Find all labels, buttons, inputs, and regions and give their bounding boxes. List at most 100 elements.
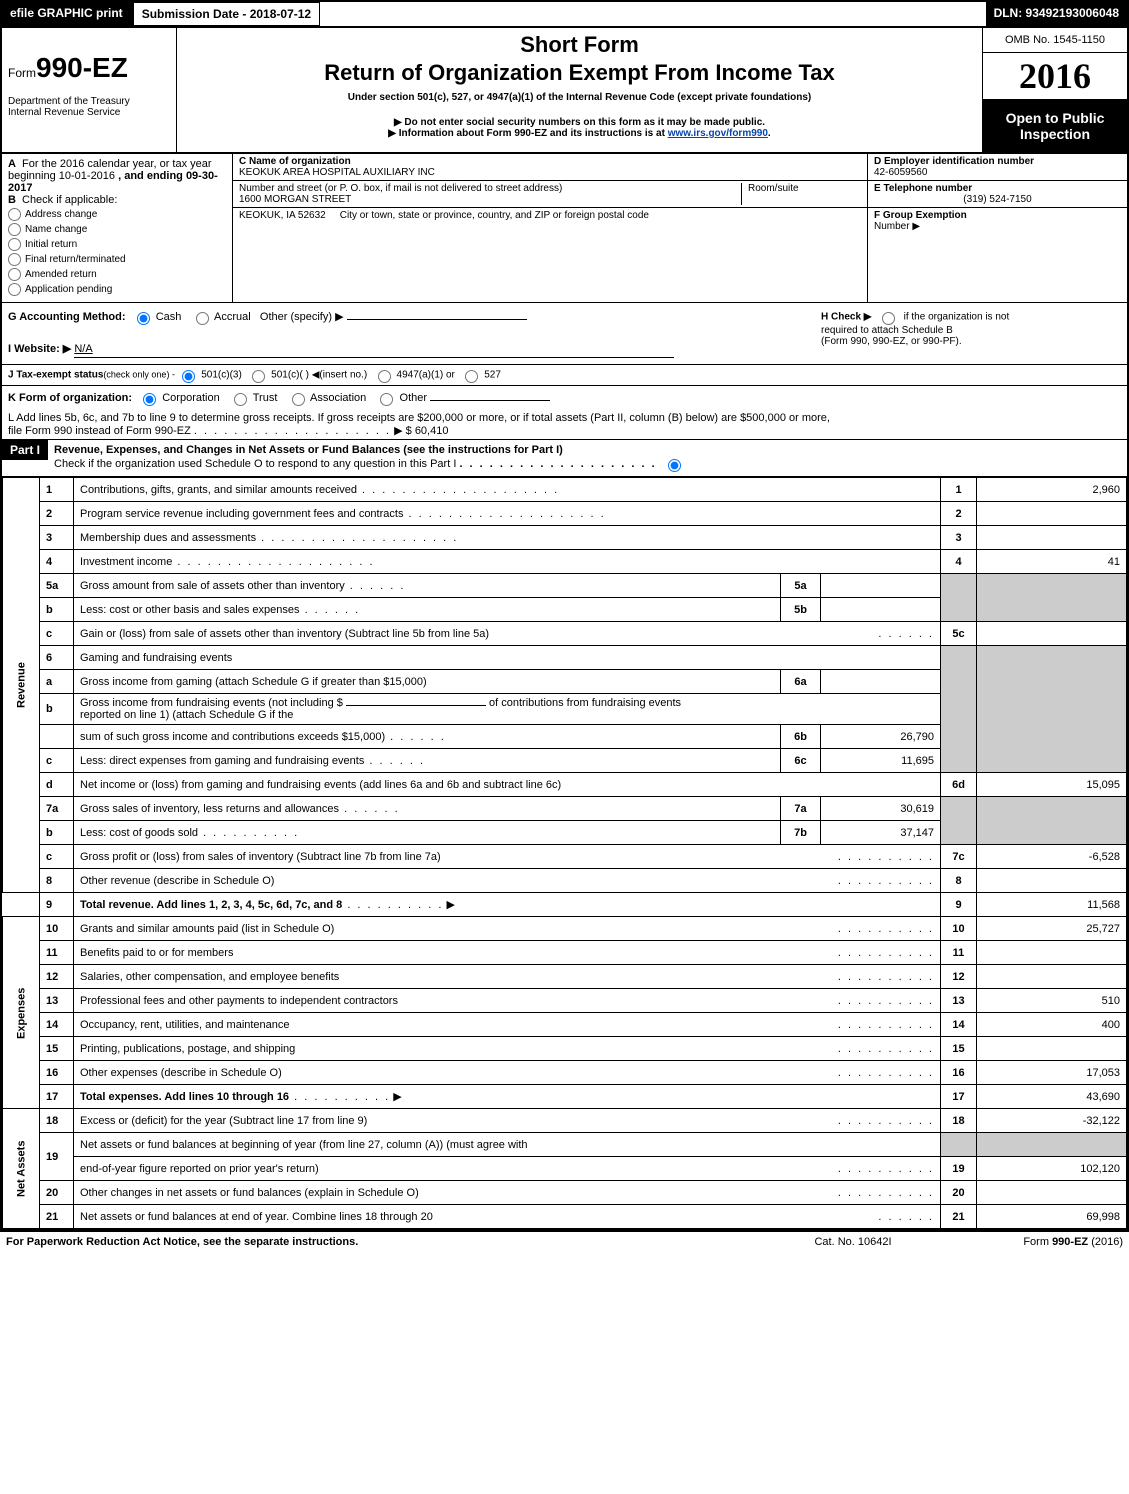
k-trust-radio[interactable]	[234, 393, 247, 406]
l6c-num: c	[40, 749, 74, 773]
line-15: 15 Printing, publications, postage, and …	[3, 1037, 1127, 1061]
l7c-val: -6,528	[977, 845, 1127, 869]
chk-name-change[interactable]: Name change	[8, 223, 226, 236]
line-17: 17 Total expenses. Add lines 10 through …	[3, 1085, 1127, 1109]
l4-num: 4	[40, 550, 74, 574]
l5ab-shade-val	[977, 574, 1127, 622]
l3-num: 3	[40, 526, 74, 550]
topbar-spacer	[320, 2, 985, 26]
city-label: City or town, state or province, country…	[340, 210, 649, 221]
l5a-desc: Gross amount from sale of assets other t…	[74, 574, 781, 598]
j-4947-radio[interactable]	[378, 370, 391, 383]
l14-val: 400	[977, 1013, 1127, 1037]
l6d-lbl: 6d	[941, 773, 977, 797]
l7a-num: 7a	[40, 797, 74, 821]
chk-initial-radio[interactable]	[8, 238, 21, 251]
j-527-radio[interactable]	[465, 370, 478, 383]
part1-check-radio[interactable]	[668, 459, 681, 472]
l2-desc: Program service revenue including govern…	[74, 502, 941, 526]
chk-final-return[interactable]: Final return/terminated	[8, 253, 226, 266]
website-text: N/A	[74, 343, 92, 355]
line-a: AFor the 2016 calendar year, or tax year…	[8, 158, 226, 194]
chk-amended-return[interactable]: Amended return	[8, 268, 226, 281]
l19-shade-val	[977, 1133, 1127, 1157]
l13-lbl: 13	[941, 989, 977, 1013]
l10-lbl: 10	[941, 917, 977, 941]
l-text1: L Add lines 5b, 6c, and 7b to line 9 to …	[8, 412, 830, 424]
l19-shade	[941, 1133, 977, 1157]
l8-num: 8	[40, 869, 74, 893]
chk-application-pending[interactable]: Application pending	[8, 283, 226, 296]
l6a-num: a	[40, 670, 74, 694]
chk-name-radio[interactable]	[8, 223, 21, 236]
chk-address-radio[interactable]	[8, 208, 21, 221]
l11-num: 11	[40, 941, 74, 965]
f-group-block: F Group Exemption Number ▶	[868, 208, 1127, 234]
l18-desc: Excess or (deficit) for the year (Subtra…	[74, 1109, 941, 1133]
l20-val	[977, 1181, 1127, 1205]
chk-amended-radio[interactable]	[8, 268, 21, 281]
irs-link[interactable]: www.irs.gov/form990	[668, 128, 768, 139]
l5b-sub: 5b	[781, 598, 821, 622]
line-b: BCheck if applicable:	[8, 194, 226, 206]
l6-desc: Gaming and fundraising events	[74, 646, 941, 670]
chk-initial-return[interactable]: Initial return	[8, 238, 226, 251]
l6d-desc: Net income or (loss) from gaming and fun…	[74, 773, 941, 797]
g-cash-radio[interactable]	[137, 312, 150, 325]
section-ab-left: AFor the 2016 calendar year, or tax year…	[2, 154, 232, 302]
chk-final-radio[interactable]	[8, 253, 21, 266]
g-accrual-radio[interactable]	[196, 312, 209, 325]
l8-desc: Other revenue (describe in Schedule O)	[74, 869, 941, 893]
l7b-subval: 37,147	[821, 821, 941, 845]
k-other-radio[interactable]	[380, 393, 393, 406]
j-501c: 501(c)( ) ◀(insert no.)	[271, 370, 367, 381]
l6b-blank[interactable]	[346, 705, 486, 706]
h-check-radio[interactable]	[882, 312, 895, 325]
header-left: Form990-EZ Department of the Treasury In…	[2, 28, 177, 152]
k-assoc-radio[interactable]	[292, 393, 305, 406]
l5c-val	[977, 622, 1127, 646]
line-i: I Website: ▶ N/A	[8, 335, 821, 358]
j-501c3-radio[interactable]	[182, 370, 195, 383]
j-501c-radio[interactable]	[252, 370, 265, 383]
section-abcdef: AFor the 2016 calendar year, or tax year…	[2, 154, 1127, 303]
efile-print-button[interactable]: efile GRAPHIC print	[2, 2, 133, 26]
h-text2: required to attach Schedule B	[821, 325, 953, 336]
chk-final-label: Final return/terminated	[25, 254, 126, 265]
l4-lbl: 4	[941, 550, 977, 574]
l12-num: 12	[40, 965, 74, 989]
chk-address-change[interactable]: Address change	[8, 208, 226, 221]
chk-name-label: Name change	[25, 224, 87, 235]
g-cash: Cash	[156, 311, 182, 323]
l2-num: 2	[40, 502, 74, 526]
l11-desc: Benefits paid to or for members	[74, 941, 941, 965]
l17-desc: Total expenses. Add lines 10 through 16	[74, 1085, 941, 1109]
l9-val: 11,568	[977, 893, 1127, 917]
line-2: 2 Program service revenue including gove…	[3, 502, 1127, 526]
l7c-num: c	[40, 845, 74, 869]
l5ab-shade	[941, 574, 977, 622]
header-middle: Short Form Return of Organization Exempt…	[177, 28, 982, 152]
e-phone-block: E Telephone number (319) 524-7150	[868, 181, 1127, 208]
f-label2: Number ▶	[874, 221, 920, 232]
g-other-blank[interactable]	[347, 319, 527, 320]
l12-val	[977, 965, 1127, 989]
side-expenses: Expenses	[3, 917, 40, 1109]
k-other-blank[interactable]	[430, 400, 550, 401]
k-corp-radio[interactable]	[143, 393, 156, 406]
j-text: (check only one) -	[103, 370, 177, 380]
chk-pending-radio[interactable]	[8, 283, 21, 296]
line-3: 3 Membership dues and assessments 3	[3, 526, 1127, 550]
l15-lbl: 15	[941, 1037, 977, 1061]
l-dots	[194, 425, 391, 437]
line-4: 4 Investment income 4 41	[3, 550, 1127, 574]
l19-lbl: 19	[941, 1157, 977, 1181]
d-label: D Employer identification number	[874, 156, 1034, 167]
c-label: C Name of organization	[239, 156, 861, 167]
l7c-desc: Gross profit or (loss) from sales of inv…	[74, 845, 941, 869]
section-c-mid: C Name of organization KEOKUK AREA HOSPI…	[232, 154, 867, 302]
page-footer: For Paperwork Reduction Act Notice, see …	[0, 1231, 1129, 1252]
l16-desc: Other expenses (describe in Schedule O)	[74, 1061, 941, 1085]
line-6d: d Net income or (loss) from gaming and f…	[3, 773, 1127, 797]
l5a-sub: 5a	[781, 574, 821, 598]
